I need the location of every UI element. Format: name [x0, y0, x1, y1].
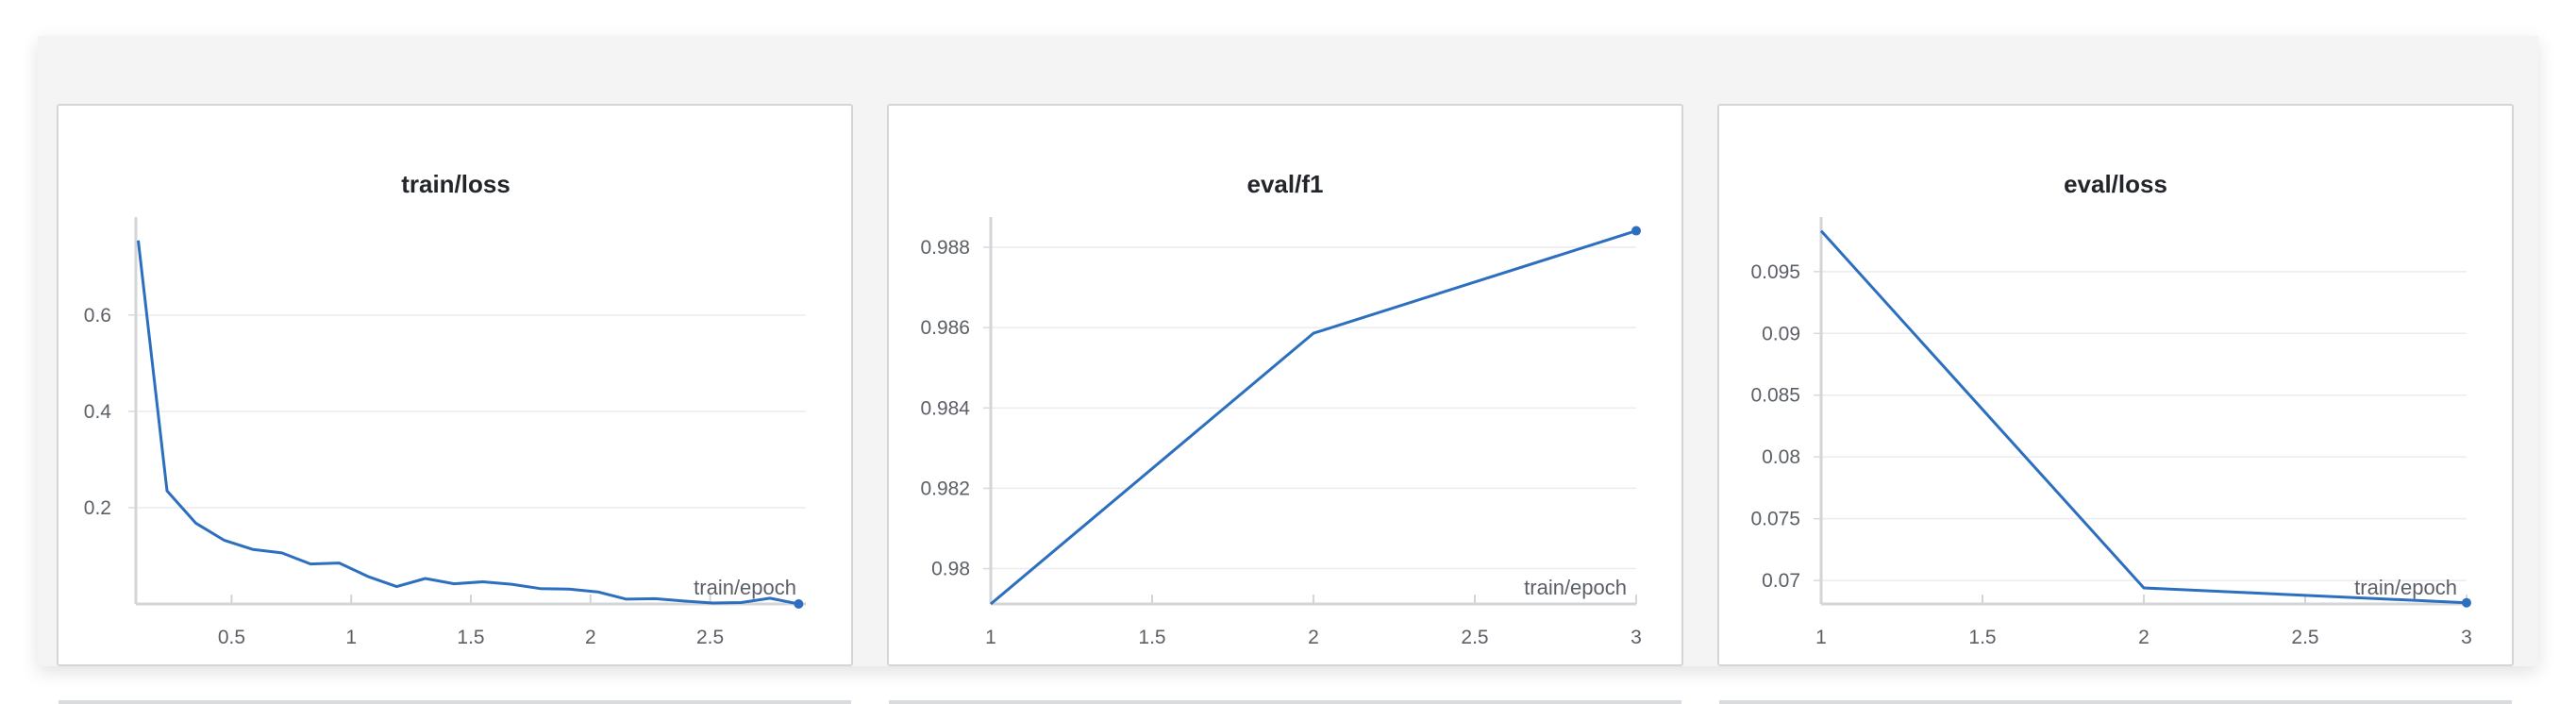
series-line	[1819, 229, 2467, 605]
y-tick-label: 0.2	[84, 497, 111, 519]
series-endpoint-marker	[2462, 597, 2471, 608]
series-line	[137, 240, 799, 606]
chart-title: eval/f1	[1247, 170, 1324, 198]
x-tick-label: 1.5	[1968, 627, 1996, 648]
x-tick-label: 2.5	[2291, 627, 2318, 648]
panel-eval-f1[interactable]: eval/f1 0.98 0.982 0.984 0.986 0.988 1 1.5 2 2.5 3…	[887, 104, 1683, 666]
x-tick-label: 1.5	[1138, 627, 1165, 648]
x-tick-label: 1	[345, 627, 357, 648]
y-tick-label: 0.4	[84, 401, 112, 423]
x-tick-label: 2	[1308, 627, 1319, 648]
x-axis-label: train/epoch	[694, 576, 796, 599]
chart-title: eval/loss	[2064, 170, 2167, 198]
series-endpoint-marker	[1631, 226, 1641, 236]
x-tick-label: 1	[1815, 627, 1827, 648]
series-endpoint-marker	[794, 599, 804, 609]
x-tick-label: 1.5	[457, 627, 484, 648]
x-tick-label: 3	[2461, 627, 2472, 648]
x-tick-label: 1	[985, 627, 996, 648]
y-tick-label: 0.07	[1762, 570, 1800, 592]
y-tick-label: 0.085	[1750, 385, 1800, 407]
x-tick-label: 2.5	[696, 627, 724, 648]
y-tick-label: 0.075	[1750, 509, 1800, 530]
next-row-panel-edge	[59, 700, 851, 704]
eval-loss-chart: eval/loss 0.07 0.075 0.08 0.085 0.09 0.095 1 1.5…	[1750, 170, 2472, 648]
y-tick-label: 0.6	[84, 305, 111, 327]
x-tick-label: 0.5	[218, 627, 245, 648]
y-tick-label: 0.984	[920, 397, 970, 419]
x-tick-label: 3	[1631, 627, 1642, 648]
y-tick-label: 0.988	[920, 237, 970, 259]
y-tick-label: 0.986	[920, 317, 970, 339]
x-axis-label: train/epoch	[2354, 576, 2457, 599]
y-tick-label: 0.08	[1762, 446, 1800, 468]
x-tick-label: 2	[2138, 627, 2149, 648]
series-line	[990, 229, 1637, 606]
dashboard-section: train/loss 0.2 0.4 0.6 0.5 1 1.5 2 2.5 train/epoc…	[38, 36, 2538, 704]
y-tick-label: 0.982	[920, 478, 970, 499]
x-tick-label: 2	[585, 627, 596, 648]
panel-eval-loss[interactable]: eval/loss 0.07 0.075 0.08 0.085 0.09 0.095 1 1.5…	[1717, 104, 2514, 666]
next-row-panel-edge	[889, 700, 1681, 704]
train-loss-chart: train/loss 0.2 0.4 0.6 0.5 1 1.5 2 2.5 train/epoc…	[84, 170, 806, 648]
y-tick-label: 0.98	[931, 559, 970, 580]
eval-f1-chart: eval/f1 0.98 0.982 0.984 0.986 0.988 1 1.5 2 2.5 3…	[920, 170, 1642, 648]
y-tick-label: 0.095	[1750, 261, 1800, 283]
x-tick-label: 2.5	[1461, 627, 1488, 648]
y-tick-label: 0.09	[1762, 323, 1800, 344]
panel-train-loss[interactable]: train/loss 0.2 0.4 0.6 0.5 1 1.5 2 2.5 train/epoc…	[57, 104, 853, 666]
next-row-panel-edge	[1719, 700, 2512, 704]
chart-title: train/loss	[401, 170, 510, 198]
x-axis-label: train/epoch	[1524, 576, 1627, 599]
